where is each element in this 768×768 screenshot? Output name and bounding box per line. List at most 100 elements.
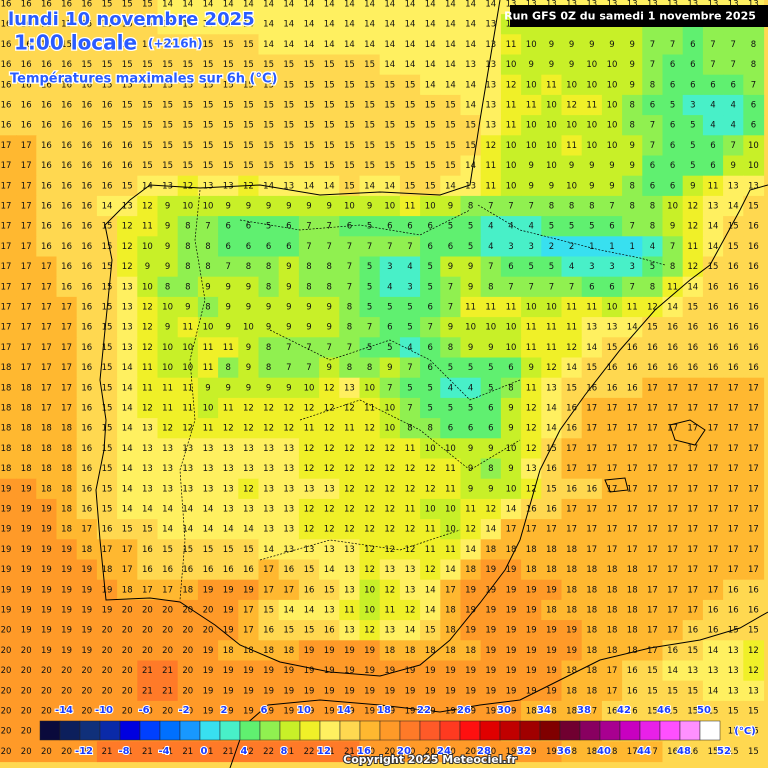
temperature-value: 18 — [61, 444, 72, 454]
temperature-cell — [238, 377, 260, 399]
temperature-value: 17 — [21, 222, 32, 232]
temperature-value: 15 — [425, 141, 436, 151]
temperature-cell — [420, 14, 441, 35]
temperature-cell — [76, 397, 98, 419]
legend-label: 8 — [281, 746, 288, 757]
temperature-cell — [379, 34, 401, 56]
temperature-value: 2 — [569, 242, 574, 252]
temperature-cell — [541, 317, 563, 338]
temperature-value: 15 — [708, 262, 719, 272]
temperature-cell — [379, 317, 401, 338]
temperature-value: 10 — [506, 323, 517, 333]
temperature-value: 8 — [165, 282, 170, 292]
temperature-value: 11 — [182, 323, 193, 333]
temperature-cell — [96, 337, 118, 359]
temperature-value: 7 — [205, 222, 210, 232]
temperature-value: 11 — [445, 484, 456, 494]
temperature-value: 11 — [405, 202, 416, 212]
temperature-value: 15 — [102, 505, 113, 515]
legend-swatch — [379, 720, 401, 741]
temperature-value: 13 — [708, 202, 719, 212]
temperature-value: 16 — [41, 181, 52, 191]
temperature-cell — [359, 115, 381, 136]
temperature-value: 9 — [508, 404, 513, 414]
temperature-cell — [137, 337, 159, 359]
temperature-value: 14 — [122, 404, 133, 414]
temperature-value: 9 — [326, 363, 331, 373]
temperature-cell — [682, 135, 704, 157]
temperature-cell — [420, 418, 441, 439]
temperature-cell — [622, 34, 643, 56]
temperature-value: 6 — [650, 161, 655, 171]
temperature-cell — [238, 94, 260, 116]
temperature-cell — [420, 377, 441, 399]
temperature-cell — [379, 256, 401, 278]
temperature-value: 17 — [728, 444, 739, 454]
temperature-cell — [76, 276, 98, 298]
temperature-cell — [56, 14, 78, 35]
temperature-value: 16 — [728, 282, 739, 292]
temperature-cell — [460, 195, 482, 217]
temperature-cell — [238, 155, 260, 177]
temperature-cell — [298, 256, 320, 278]
temperature-value: 8 — [347, 363, 352, 373]
temperature-value: 17 — [687, 585, 698, 595]
temperature-cell — [541, 296, 563, 318]
temperature-value: 4 — [650, 242, 655, 252]
temperature-value: 18 — [263, 646, 274, 656]
temperature-value: 14 — [708, 242, 719, 252]
temperature-value: 20 — [41, 707, 52, 717]
temperature-cell — [0, 135, 17, 157]
temperature-value: 17 — [667, 525, 678, 535]
temperature-cell — [319, 155, 340, 177]
temperature-cell — [298, 276, 320, 298]
temperature-cell — [319, 14, 340, 35]
temperature-value: 17 — [607, 424, 618, 434]
temperature-value: 15 — [243, 101, 254, 111]
temperature-cell — [319, 74, 340, 96]
temperature-cell — [480, 236, 502, 258]
temperature-value: 13 — [324, 545, 335, 555]
temperature-cell — [743, 74, 765, 96]
temperature-value: 7 — [670, 40, 675, 50]
temperature-value: 9 — [508, 464, 513, 474]
temperature-cell — [117, 296, 138, 318]
temperature-value: 13 — [324, 606, 335, 616]
temperature-value: 18 — [1, 363, 12, 373]
temperature-value: 18 — [405, 646, 416, 656]
temperature-value: 7 — [347, 282, 352, 292]
temperature-cell — [541, 377, 563, 399]
temperature-value: 14 — [304, 0, 315, 10]
temperature-cell — [238, 135, 260, 157]
temperature-value: 10 — [142, 242, 153, 252]
temperature-cell — [662, 357, 684, 379]
temperature-value: 14 — [384, 20, 395, 30]
temperature-value: 5 — [367, 343, 372, 353]
temperature-cell — [197, 256, 219, 278]
temperature-cell — [723, 296, 744, 318]
temperature-value: 19 — [506, 606, 517, 616]
temperature-value: 9 — [145, 262, 150, 272]
temperature-value: 9 — [448, 323, 453, 333]
temperature-cell — [298, 94, 320, 116]
legend-swatch — [359, 720, 381, 741]
temperature-value: 10 — [485, 323, 496, 333]
temperature-cell — [96, 236, 118, 258]
temperature-cell — [137, 216, 159, 237]
temperature-cell — [56, 256, 78, 278]
temperature-value: 14 — [122, 424, 133, 434]
temperature-cell — [117, 94, 138, 116]
temperature-value: 15 — [405, 141, 416, 151]
temperature-value: 14 — [465, 20, 476, 30]
temperature-value: 9 — [205, 383, 210, 393]
temperature-cell — [339, 337, 361, 359]
temperature-value: 12 — [324, 424, 335, 434]
temperature-cell — [440, 357, 462, 379]
temperature-value: 16 — [728, 303, 739, 313]
temperature-cell — [723, 74, 744, 96]
temperature-value: 20 — [1, 727, 12, 737]
temperature-cell — [500, 377, 522, 399]
temperature-cell — [298, 317, 320, 338]
temperature-cell — [743, 135, 765, 157]
temperature-value: 13 — [182, 484, 193, 494]
